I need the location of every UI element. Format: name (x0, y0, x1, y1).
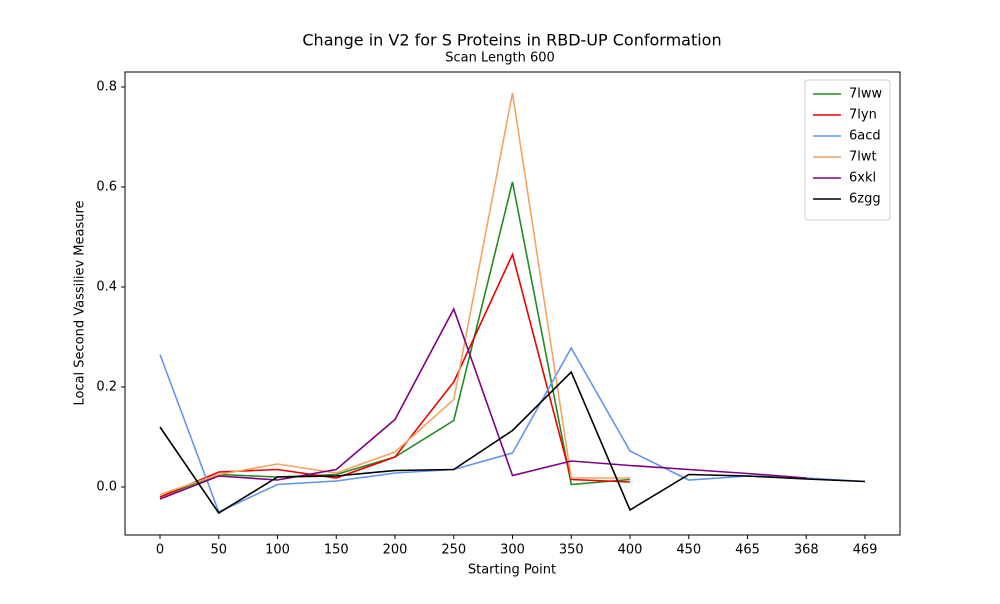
y-tick-label: 0.6 (96, 180, 117, 195)
x-tick-label: 200 (383, 543, 408, 558)
x-tick-label: 469 (853, 543, 878, 558)
legend-label: 7lww (849, 87, 883, 102)
x-tick-label: 450 (676, 543, 701, 558)
plot-frame (124, 71, 901, 536)
x-tick-label: 400 (618, 543, 643, 558)
x-tick-label: 368 (794, 543, 819, 558)
legend-label: 6acd (849, 129, 881, 144)
y-axis-label: Local Second Vassiliev Measure (73, 200, 88, 405)
chart-subtitle: Scan Length 600 (445, 51, 555, 66)
chart-title: Change in V2 for S Proteins in RBD-UP Co… (302, 31, 721, 50)
legend-label: 6zgg (849, 192, 881, 207)
x-tick-label: 100 (265, 543, 290, 558)
series-line (159, 370, 866, 515)
y-tick-label: 0.0 (96, 480, 117, 495)
y-tick-label: 0.2 (96, 380, 117, 395)
series-line (159, 181, 631, 498)
legend-label: 7lyn (849, 108, 877, 123)
x-tick-label: 350 (559, 543, 584, 558)
series-line (159, 92, 630, 496)
legend-label: 7lwt (849, 150, 877, 165)
y-tick-label: 0.4 (96, 280, 117, 295)
x-tick-label: 465 (735, 543, 760, 558)
x-axis-label: Starting Point (468, 563, 556, 578)
x-tick-label: 50 (210, 543, 227, 558)
x-tick-label: 0 (156, 543, 164, 558)
x-tick-label: 300 (500, 543, 525, 558)
y-tick-label: 0.8 (96, 80, 117, 95)
x-tick-label: 250 (441, 543, 466, 558)
series-line (159, 307, 807, 500)
series-line (159, 252, 631, 498)
legend-label: 6xkl (849, 171, 876, 186)
x-tick-label: 150 (324, 543, 349, 558)
